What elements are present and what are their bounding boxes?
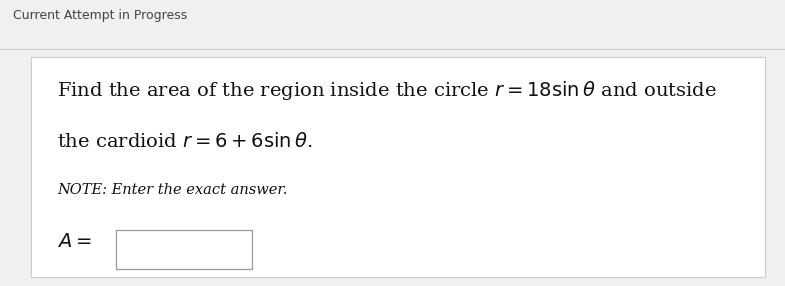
FancyBboxPatch shape	[31, 57, 765, 277]
Text: Find the area of the region inside the circle $r = 18\sin\theta$ and outside: Find the area of the region inside the c…	[57, 79, 717, 102]
Text: $A =$: $A =$	[57, 233, 92, 251]
Text: the cardioid $r = 6 + 6\sin\theta$.: the cardioid $r = 6 + 6\sin\theta$.	[57, 132, 312, 151]
Text: Current Attempt in Progress: Current Attempt in Progress	[13, 9, 187, 21]
FancyBboxPatch shape	[116, 230, 251, 269]
Text: NOTE: Enter the exact answer.: NOTE: Enter the exact answer.	[57, 183, 287, 197]
